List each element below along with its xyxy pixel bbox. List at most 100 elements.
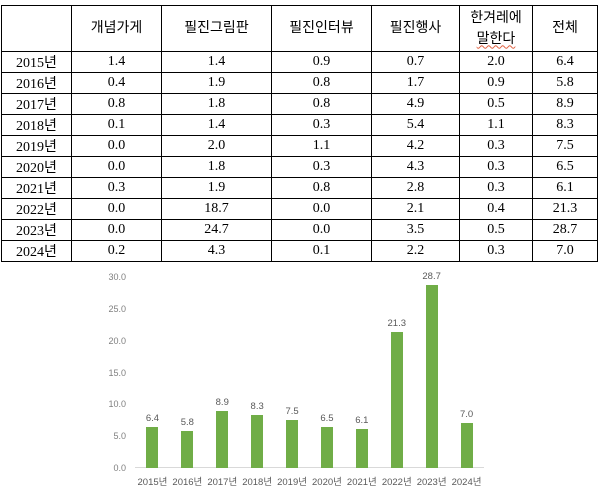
- x-axis-category-label: 2017년: [207, 477, 238, 488]
- value-cell: 0.9: [459, 72, 533, 94]
- bar: [181, 431, 194, 468]
- value-cell: 0.1: [71, 114, 162, 136]
- bar-value-label: 6.4: [145, 413, 160, 425]
- table-row: 2021년 0.3 1.9 0.8 2.8 0.3 6.1: [1, 177, 598, 199]
- value-cell: 4.9: [371, 93, 460, 115]
- value-cell: 0.8: [71, 93, 162, 115]
- y-axis-tick-label: 0.0: [113, 463, 126, 473]
- bar: [251, 415, 264, 468]
- bar: [320, 426, 333, 468]
- y-axis-tick-label: 30.0: [108, 272, 126, 282]
- x-axis-category-label: 2016년: [172, 477, 203, 488]
- column-header-label: 개념가게: [90, 21, 143, 36]
- column-header: 개념가게: [71, 5, 162, 52]
- table-corner-cell: [1, 5, 72, 52]
- x-axis-line: [135, 467, 484, 468]
- value-cell: 0.8: [271, 72, 372, 94]
- value-cell: 7.5: [532, 135, 598, 157]
- value-cell: 1.4: [161, 114, 272, 136]
- column-header-label: 필진그림판: [184, 21, 249, 36]
- value-cell: 0.3: [459, 240, 533, 262]
- bar-value-label: 6.1: [355, 415, 369, 427]
- table-row: 2020년 0.0 1.8 0.3 4.3 0.3 6.5: [1, 156, 598, 178]
- value-cell: 2.8: [371, 177, 460, 199]
- y-axis-tick-label: 20.0: [108, 335, 126, 346]
- value-cell: 8.3: [532, 114, 598, 136]
- value-cell: 6.4: [532, 51, 598, 73]
- bar: [286, 420, 299, 468]
- bar: [390, 332, 403, 468]
- table-row: 2022년 0.0 18.7 0.0 2.1 0.4 21.3: [1, 198, 598, 220]
- value-cell: 1.1: [271, 135, 372, 157]
- value-cell: 1.7: [371, 72, 460, 94]
- column-header-label: 필진인터뷰: [289, 21, 354, 36]
- value-cell: 0.4: [459, 198, 533, 220]
- value-cell: 0.0: [71, 135, 162, 157]
- year-cell: 2022년: [1, 198, 72, 220]
- bar-value-label: 7.5: [285, 406, 299, 418]
- value-cell: 3.5: [371, 219, 460, 241]
- value-cell: 1.1: [459, 114, 533, 136]
- year-cell: 2016년: [1, 72, 72, 94]
- x-axis-category-label: 2018년: [242, 477, 273, 488]
- value-cell: 1.8: [161, 156, 272, 178]
- value-cell: 1.4: [161, 51, 272, 73]
- value-cell: 21.3: [532, 198, 598, 220]
- bar-value-label: 5.8: [180, 417, 194, 429]
- y-axis-tick-label: 5.0: [113, 431, 126, 442]
- value-cell: 7.0: [532, 240, 598, 262]
- table-row: 2018년 0.1 1.4 0.3 5.4 1.1 8.3: [1, 114, 598, 136]
- value-cell: 2.0: [459, 51, 533, 73]
- x-axis-category-label: 2024년: [451, 477, 482, 488]
- value-cell: 6.1: [532, 177, 598, 199]
- value-cell: 2.0: [161, 135, 272, 157]
- bar-value-label: 8.9: [215, 397, 229, 409]
- value-cell: 0.3: [459, 135, 533, 157]
- value-cell: 0.3: [459, 156, 533, 178]
- x-axis-category-label: 2023년: [416, 477, 447, 488]
- value-cell: 0.0: [71, 219, 162, 241]
- value-cell: 18.7: [161, 198, 272, 220]
- value-cell: 0.1: [271, 240, 372, 262]
- table-row: 2023년 0.0 24.7 0.0 3.5 0.5 28.7: [1, 219, 598, 241]
- y-axis-tick-label: 10.0: [108, 399, 126, 410]
- x-axis-category-label: 2022년: [381, 477, 412, 488]
- column-header: 필진인터뷰: [271, 5, 372, 52]
- year-cell: 2023년: [1, 219, 72, 241]
- value-cell: 0.4: [71, 72, 162, 94]
- value-cell: 1.4: [71, 51, 162, 73]
- value-cell: 4.3: [371, 156, 460, 178]
- value-cell: 4.2: [371, 135, 460, 157]
- table-header-row: 개념가게 필진그림판 필진인터뷰 필진행사 한겨레에 말한다 전체: [1, 5, 598, 52]
- bar: [355, 429, 368, 468]
- value-cell: 0.9: [271, 51, 372, 73]
- y-axis-tick-label: 25.0: [108, 303, 126, 314]
- bar-value-label: 8.3: [250, 401, 264, 413]
- report-table: 개념가게 필진그림판 필진인터뷰 필진행사 한겨레에 말한다 전체 2015년 1.4 1.4 0…: [1, 5, 598, 262]
- column-header: 필진그림판: [161, 5, 272, 52]
- table-row: 2019년 0.0 2.0 1.1 4.2 0.3 7.5: [1, 135, 598, 157]
- y-axis-tick-label: 15.0: [108, 367, 126, 378]
- value-cell: 1.9: [161, 72, 272, 94]
- bar-value-label: 7.0: [459, 409, 474, 421]
- bar: [425, 285, 438, 468]
- year-cell: 2018년: [1, 114, 72, 136]
- value-cell: 4.3: [161, 240, 272, 262]
- bar-chart: 0.0 5.0 10.0 15.0 20.0 25.0 30.0 6.4 2015년 5.8 20…: [0, 255, 600, 500]
- value-cell: 0.0: [71, 156, 162, 178]
- value-cell: 0.0: [271, 198, 372, 220]
- x-axis-category-label: 2015년: [137, 477, 168, 488]
- bar: [146, 427, 159, 468]
- value-cell: 0.8: [271, 93, 372, 115]
- year-cell: 2020년: [1, 156, 72, 178]
- value-cell: 0.3: [271, 156, 372, 178]
- bar: [460, 423, 473, 468]
- column-header: 전체: [532, 5, 598, 52]
- table-row: 2016년 0.4 1.9 0.8 1.7 0.9 5.8: [1, 72, 598, 94]
- year-cell: 2019년: [1, 135, 72, 157]
- value-cell: 5.8: [532, 72, 598, 94]
- value-cell: 2.1: [371, 198, 460, 220]
- x-axis-category-label: 2020년: [312, 477, 342, 488]
- bar-value-label: 6.5: [320, 412, 334, 424]
- x-axis-category-label: 2019년: [277, 477, 307, 488]
